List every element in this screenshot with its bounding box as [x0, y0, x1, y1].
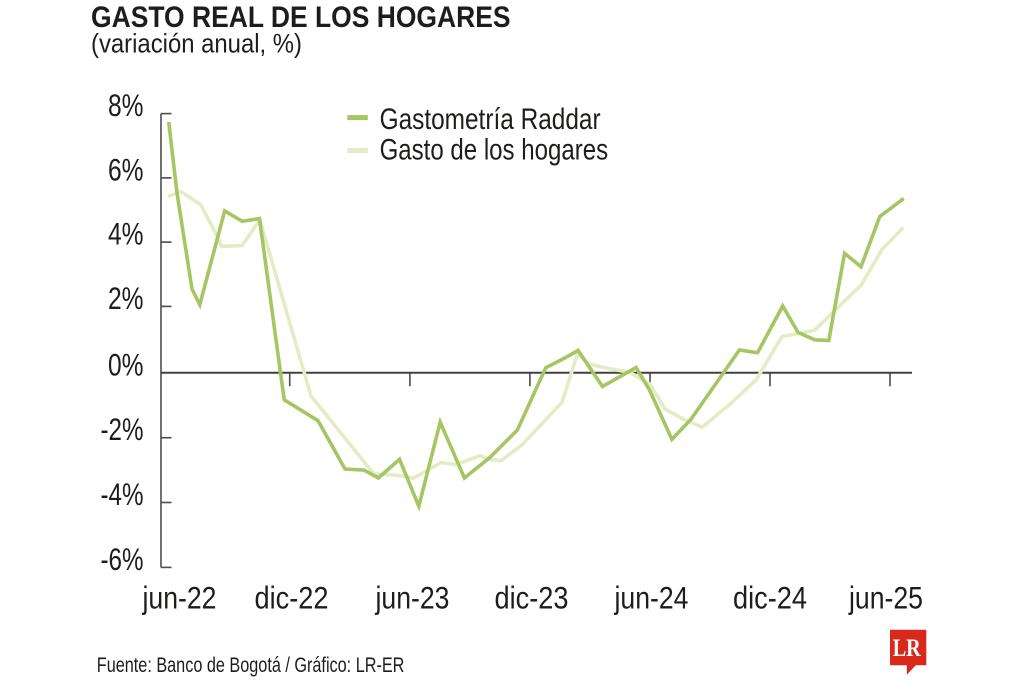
svg-text:dic-22: dic-22	[255, 580, 329, 616]
svg-text:Gasto de los hogares: Gasto de los hogares	[380, 134, 608, 167]
svg-text:jun-24: jun-24	[614, 580, 689, 616]
svg-text:(variación anual, %): (variación anual, %)	[91, 29, 302, 59]
svg-text:2%: 2%	[108, 280, 144, 316]
svg-text:jun-25: jun-25	[848, 580, 923, 616]
svg-text:-6%: -6%	[101, 541, 144, 577]
svg-text:6%: 6%	[108, 151, 144, 187]
svg-text:LR: LR	[893, 635, 922, 662]
svg-text:-2%: -2%	[101, 411, 144, 447]
svg-text:Fuente: Banco de Bogotá / Gráf: Fuente: Banco de Bogotá / Gráfico: LR-ER	[97, 653, 405, 677]
svg-text:dic-24: dic-24	[733, 580, 807, 616]
svg-text:dic-23: dic-23	[495, 580, 569, 616]
svg-text:8%: 8%	[108, 87, 144, 123]
svg-text:jun-23: jun-23	[375, 580, 450, 616]
svg-text:jun-22: jun-22	[142, 580, 217, 616]
svg-text:-4%: -4%	[101, 476, 144, 512]
svg-text:4%: 4%	[108, 216, 144, 252]
svg-text:GASTO REAL DE LOS HOGARES: GASTO REAL DE LOS HOGARES	[91, 1, 511, 34]
svg-text:Gastometría Raddar: Gastometría Raddar	[380, 103, 601, 136]
svg-text:0%: 0%	[108, 346, 144, 382]
